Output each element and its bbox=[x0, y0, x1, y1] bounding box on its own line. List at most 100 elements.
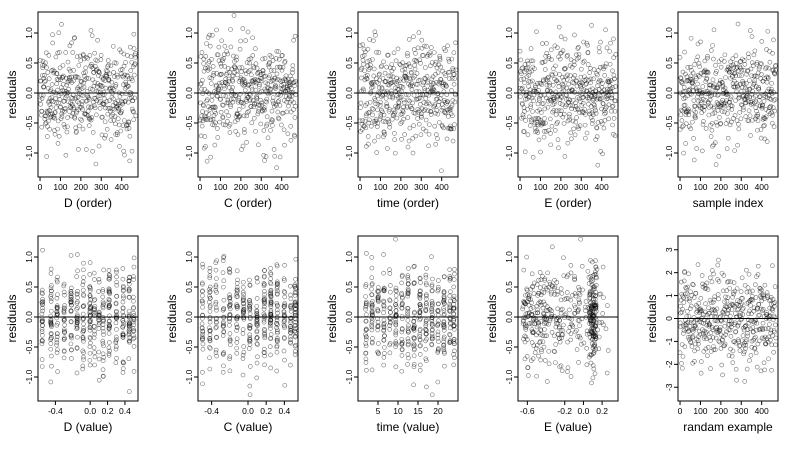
data-point bbox=[714, 120, 719, 125]
data-point bbox=[437, 53, 442, 59]
data-point bbox=[742, 379, 747, 384]
data-point bbox=[752, 78, 757, 84]
data-point bbox=[282, 262, 287, 268]
data-point bbox=[406, 92, 411, 98]
data-point bbox=[200, 337, 205, 343]
data-point bbox=[610, 68, 615, 74]
data-point bbox=[97, 105, 103, 111]
data-point bbox=[441, 299, 446, 305]
data-point bbox=[65, 115, 70, 120]
data-point bbox=[601, 125, 607, 131]
data-point bbox=[60, 63, 66, 68]
data-point bbox=[387, 298, 393, 304]
data-point bbox=[87, 357, 93, 363]
data-point bbox=[87, 86, 93, 92]
x-tick-label: -0.4 bbox=[204, 406, 219, 416]
data-point bbox=[381, 303, 387, 309]
data-point bbox=[292, 343, 298, 349]
data-point bbox=[544, 379, 550, 384]
data-point bbox=[418, 92, 424, 97]
data-point bbox=[743, 114, 749, 119]
data-point bbox=[121, 288, 126, 293]
data-point bbox=[706, 112, 712, 118]
data-point bbox=[80, 334, 86, 340]
data-point bbox=[247, 392, 253, 398]
data-point bbox=[694, 76, 699, 81]
data-point bbox=[411, 353, 417, 359]
data-point bbox=[93, 161, 99, 167]
data-point bbox=[441, 319, 447, 325]
data-point bbox=[387, 327, 392, 332]
data-point bbox=[292, 293, 298, 298]
data-point bbox=[40, 296, 45, 302]
data-point bbox=[387, 341, 393, 346]
data-point bbox=[104, 98, 110, 104]
data-point bbox=[80, 126, 86, 132]
data-point bbox=[275, 99, 281, 105]
data-point bbox=[247, 97, 253, 102]
data-point bbox=[683, 109, 689, 114]
data-point bbox=[46, 76, 52, 81]
data-point bbox=[219, 38, 225, 44]
data-point bbox=[753, 105, 759, 111]
data-point bbox=[83, 65, 89, 71]
data-point bbox=[68, 296, 74, 302]
data-point bbox=[451, 307, 457, 312]
data-point bbox=[369, 324, 375, 330]
data-point bbox=[61, 317, 67, 323]
data-point bbox=[261, 289, 267, 294]
data-point bbox=[601, 91, 606, 97]
data-point bbox=[81, 354, 86, 360]
data-point bbox=[415, 45, 421, 51]
data-point bbox=[234, 345, 239, 351]
data-point bbox=[762, 136, 768, 142]
data-point bbox=[279, 122, 284, 128]
data-point bbox=[121, 63, 127, 69]
data-point bbox=[85, 108, 91, 114]
data-point bbox=[240, 104, 246, 109]
data-point bbox=[254, 308, 260, 313]
data-point bbox=[281, 309, 287, 314]
x-tick-label: 10 bbox=[393, 406, 403, 416]
data-point bbox=[227, 295, 233, 300]
data-point bbox=[126, 126, 132, 131]
data-point bbox=[221, 52, 227, 57]
data-point bbox=[406, 37, 412, 42]
data-point bbox=[708, 366, 713, 371]
data-point bbox=[72, 115, 78, 121]
data-point bbox=[247, 67, 253, 73]
data-point bbox=[680, 354, 686, 359]
data-point bbox=[734, 89, 739, 95]
data-point bbox=[739, 102, 745, 108]
data-point bbox=[738, 65, 743, 71]
data-point bbox=[274, 281, 280, 286]
data-point bbox=[368, 123, 374, 129]
data-point bbox=[521, 89, 526, 95]
data-point bbox=[600, 81, 605, 86]
data-point bbox=[38, 112, 44, 118]
data-point bbox=[47, 89, 53, 94]
data-point bbox=[100, 92, 106, 97]
data-point bbox=[394, 79, 400, 84]
data-point bbox=[441, 339, 446, 345]
data-point bbox=[96, 289, 101, 294]
data-point bbox=[120, 73, 125, 79]
data-point bbox=[123, 60, 128, 65]
data-point bbox=[242, 80, 247, 86]
data-point bbox=[417, 362, 423, 368]
data-point bbox=[203, 117, 209, 122]
data-point bbox=[593, 137, 599, 142]
data-point bbox=[411, 123, 416, 128]
data-point bbox=[411, 92, 417, 98]
data-point bbox=[274, 71, 280, 77]
data-point bbox=[246, 108, 252, 114]
data-point bbox=[268, 293, 274, 299]
data-point bbox=[567, 111, 572, 117]
data-point bbox=[39, 318, 45, 324]
data-point bbox=[392, 137, 397, 143]
data-point bbox=[113, 346, 119, 352]
data-point bbox=[683, 112, 689, 118]
data-point bbox=[568, 263, 574, 268]
data-point bbox=[55, 369, 60, 374]
x-tick-label: 0.4 bbox=[278, 406, 290, 416]
